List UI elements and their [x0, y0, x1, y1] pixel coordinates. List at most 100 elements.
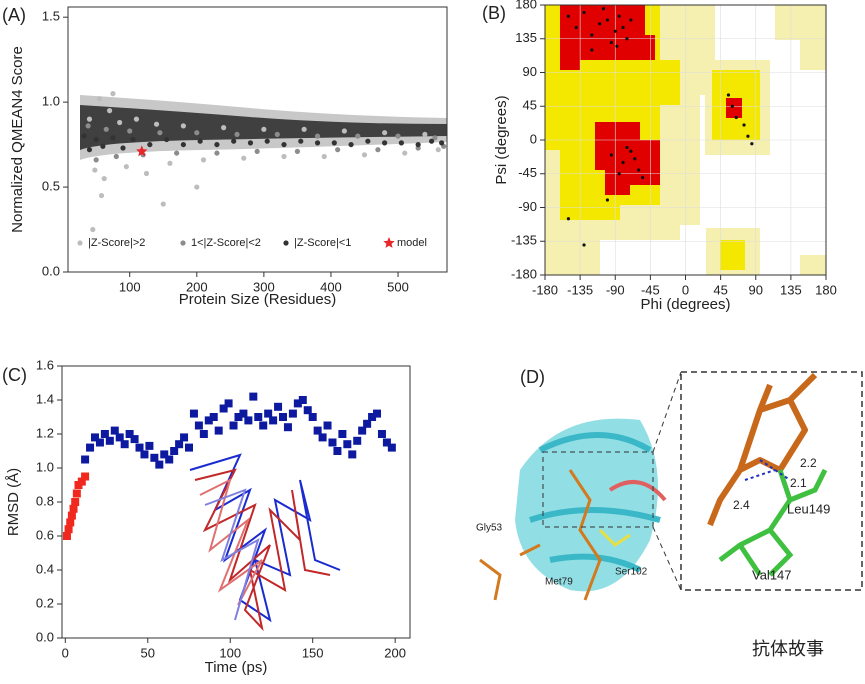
point [288, 409, 297, 418]
point [241, 155, 247, 161]
point [609, 40, 613, 45]
point [170, 447, 179, 455]
point [231, 138, 237, 144]
plot-frame [61, 365, 411, 639]
point [625, 37, 629, 41]
point [615, 44, 619, 48]
distance-label: 2.1 [790, 476, 807, 490]
point [726, 93, 731, 97]
point [321, 153, 327, 160]
point [640, 175, 645, 180]
point [239, 409, 248, 418]
point [331, 140, 337, 146]
point [155, 460, 164, 469]
point [101, 175, 107, 182]
point [314, 140, 321, 146]
point [269, 416, 278, 425]
point [93, 136, 99, 143]
distance-label: 2.4 [733, 498, 750, 512]
y-tick-label: 0.5 [42, 179, 60, 194]
point [214, 426, 223, 435]
point [244, 416, 253, 425]
point [69, 504, 78, 513]
point [750, 142, 754, 146]
panel-label: (A) [2, 5, 26, 25]
point [140, 450, 149, 459]
point [72, 489, 81, 498]
point [402, 150, 408, 156]
point [377, 430, 386, 438]
point [157, 130, 163, 136]
point [264, 409, 273, 418]
point [382, 140, 388, 146]
x-tick-label: 100 [219, 645, 241, 660]
point [303, 406, 312, 415]
point [93, 157, 99, 163]
x-tick-label: 135 [780, 282, 802, 297]
point [274, 131, 280, 138]
legend-marker [180, 240, 186, 246]
x-tick-label: 200 [384, 645, 406, 660]
point [96, 96, 103, 102]
point [110, 91, 116, 97]
legend-label: |Z-Score|>2 [88, 237, 145, 249]
point [281, 153, 287, 160]
point [150, 453, 159, 462]
y-tick-label: -45 [518, 165, 537, 180]
point [67, 511, 76, 520]
residue-label: Ser102 [615, 567, 648, 578]
point [86, 116, 93, 122]
point [338, 430, 347, 438]
point [85, 123, 91, 129]
point [629, 149, 633, 153]
point [224, 399, 233, 408]
distance-label: 2.2 [800, 456, 817, 470]
point [130, 136, 136, 143]
residue-label: Gly53 [476, 523, 503, 534]
x-axis-label: Phi (degrees) [640, 296, 730, 313]
point [335, 147, 341, 153]
point [106, 108, 113, 114]
point [180, 433, 189, 442]
point [180, 141, 186, 148]
point [153, 121, 160, 127]
y-axis-label: Normalized QMEAN4 Score [9, 46, 26, 233]
point [115, 433, 124, 442]
point [328, 438, 337, 447]
point [637, 168, 641, 172]
x-axis-label: Time (ps) [205, 659, 268, 676]
x-axis-label: Protein Size (Residues) [179, 291, 337, 308]
point [81, 133, 87, 139]
point [164, 136, 170, 143]
point [264, 138, 270, 144]
point [130, 435, 139, 444]
point [145, 441, 154, 450]
point [428, 138, 435, 144]
x-tick-label: 200 [186, 279, 208, 294]
point [617, 14, 621, 18]
y-tick-label: 180 [515, 0, 537, 11]
point [742, 123, 746, 127]
watermark: 抗体故事 [752, 639, 824, 659]
point [373, 409, 382, 418]
x-tick-label: -90 [606, 282, 625, 297]
x-tick-label: 0 [62, 645, 69, 660]
point [613, 29, 617, 33]
point [90, 433, 99, 442]
y-tick-label: 1.0 [36, 459, 54, 474]
point [398, 140, 404, 146]
point [197, 138, 203, 144]
point [194, 421, 203, 430]
point [439, 140, 445, 146]
point [422, 131, 428, 138]
point [313, 426, 322, 435]
point [621, 160, 625, 165]
point [363, 419, 372, 428]
point [234, 131, 240, 138]
point [582, 243, 586, 247]
point [110, 135, 116, 141]
point [382, 130, 388, 136]
point [279, 413, 288, 421]
point [105, 436, 114, 445]
point [318, 433, 327, 442]
